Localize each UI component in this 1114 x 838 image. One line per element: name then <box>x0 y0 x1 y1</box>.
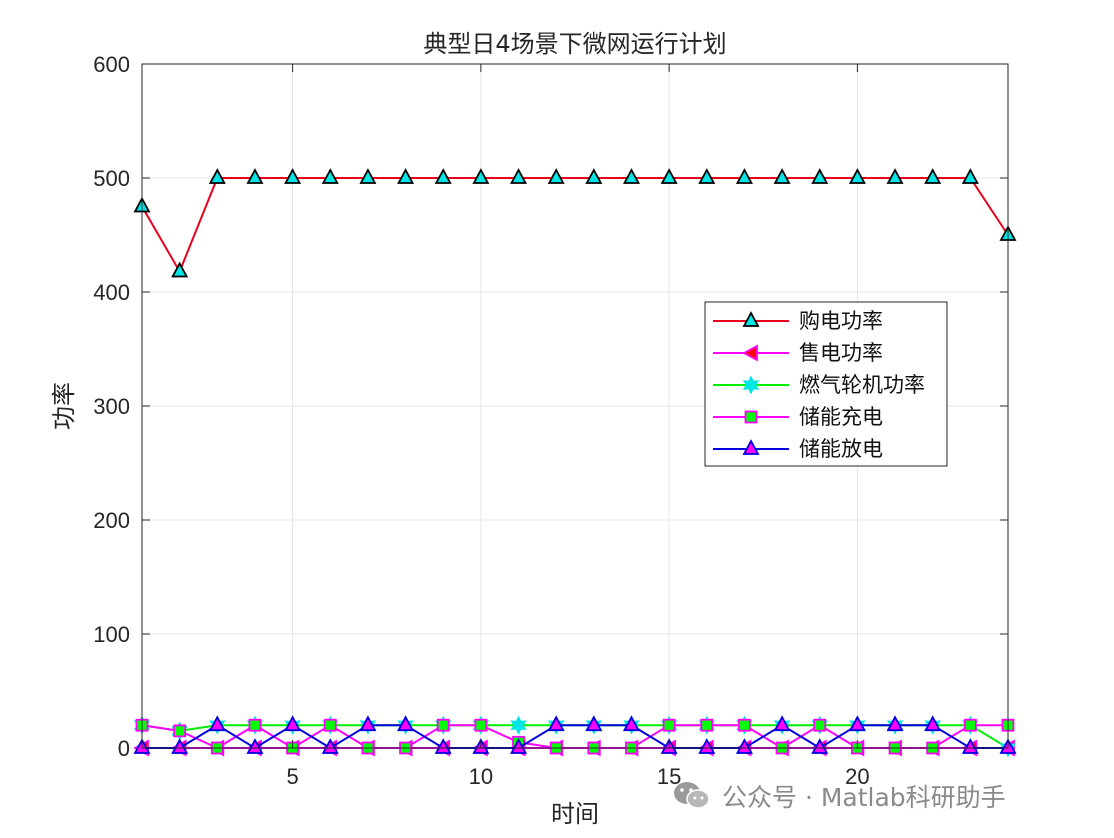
data-point <box>738 718 751 732</box>
data-point <box>698 738 716 754</box>
data-point <box>321 168 339 184</box>
legend-marker <box>742 439 760 455</box>
data-point <box>434 738 452 754</box>
data-point <box>397 168 415 184</box>
data-point <box>397 715 415 732</box>
data-point <box>735 738 753 754</box>
y-tick-label: 300 <box>93 394 130 419</box>
data-point <box>323 718 337 732</box>
y-tick-label: 100 <box>93 622 130 647</box>
watermark: 公众号 · Matlab科研助手 <box>672 776 1006 816</box>
data-point <box>359 715 377 732</box>
x-tick-label: 10 <box>469 764 493 789</box>
y-tick-label: 500 <box>93 166 130 191</box>
data-point <box>886 715 904 732</box>
data-point <box>811 168 829 184</box>
legend-item: 燃气轮机功率 <box>713 373 925 397</box>
data-point <box>961 168 979 184</box>
legend-item: 储能放电 <box>713 437 883 461</box>
series-4 <box>133 715 1017 754</box>
chart-title: 典型日4场景下微网运行计划 <box>423 30 726 58</box>
data-point <box>585 168 603 184</box>
legend-marker <box>742 311 760 327</box>
data-point <box>848 715 866 732</box>
data-point <box>585 715 603 732</box>
legend-marker <box>742 375 760 395</box>
x-tick-label: 5 <box>286 764 298 789</box>
data-point <box>246 738 264 754</box>
y-tick-label: 600 <box>93 52 130 77</box>
data-point <box>622 715 640 732</box>
data-point <box>924 168 942 184</box>
data-point <box>510 738 528 754</box>
wechat-icon <box>674 782 710 809</box>
data-point <box>171 738 189 754</box>
y-tick-label: 0 <box>118 736 130 761</box>
data-point <box>510 715 527 735</box>
y-tick-label: 200 <box>93 508 130 533</box>
data-point <box>662 718 676 732</box>
data-point <box>472 168 490 184</box>
y-tick-label: 400 <box>93 280 130 305</box>
data-point <box>886 168 904 184</box>
data-point <box>436 718 450 732</box>
data-point <box>208 168 226 184</box>
legend-marker <box>744 410 758 424</box>
data-point <box>208 715 226 732</box>
legend-label: 储能充电 <box>799 405 883 429</box>
data-point <box>284 715 302 732</box>
data-point <box>698 168 716 184</box>
data-point <box>773 168 791 184</box>
data-point <box>700 718 714 732</box>
legend-item: 购电功率 <box>713 309 883 333</box>
x-tick-label: 20 <box>845 764 869 789</box>
legend-marker <box>742 344 758 362</box>
tick-layer: 0 100 200 300 400 500 600 5 10 15 20 <box>93 52 1008 789</box>
data-point <box>248 718 262 732</box>
legend-label: 购电功率 <box>799 309 883 333</box>
data-point <box>813 718 827 732</box>
legend-item: 储能充电 <box>713 405 883 429</box>
data-point <box>359 168 377 184</box>
data-point <box>961 738 979 754</box>
data-point <box>811 738 829 754</box>
data-point <box>474 718 488 732</box>
data-point <box>246 168 264 184</box>
data-point <box>622 168 640 184</box>
legend-item: 售电功率 <box>713 341 883 365</box>
data-point <box>284 168 302 184</box>
data-point <box>510 168 528 184</box>
watermark-text: 公众号 · Matlab科研助手 <box>722 783 1006 812</box>
data-point <box>735 168 753 184</box>
x-axis-label: 时间 <box>551 800 599 828</box>
data-point <box>547 715 565 732</box>
series-line <box>141 177 1009 274</box>
legend-label: 储能放电 <box>799 437 883 461</box>
data-point <box>171 261 189 278</box>
data-point <box>434 168 452 184</box>
y-axis-label: 功率 <box>50 382 78 430</box>
data-point <box>963 718 977 732</box>
series-0 <box>133 168 1017 278</box>
data-point <box>173 724 187 738</box>
data-point <box>547 168 565 184</box>
data-point <box>924 715 942 732</box>
legend-label: 燃气轮机功率 <box>799 373 925 397</box>
legend-label: 售电功率 <box>799 341 883 365</box>
data-point <box>321 738 339 754</box>
data-point <box>773 715 791 732</box>
x-tick-label: 15 <box>657 764 681 789</box>
data-point <box>848 168 866 184</box>
data-point <box>660 168 678 184</box>
